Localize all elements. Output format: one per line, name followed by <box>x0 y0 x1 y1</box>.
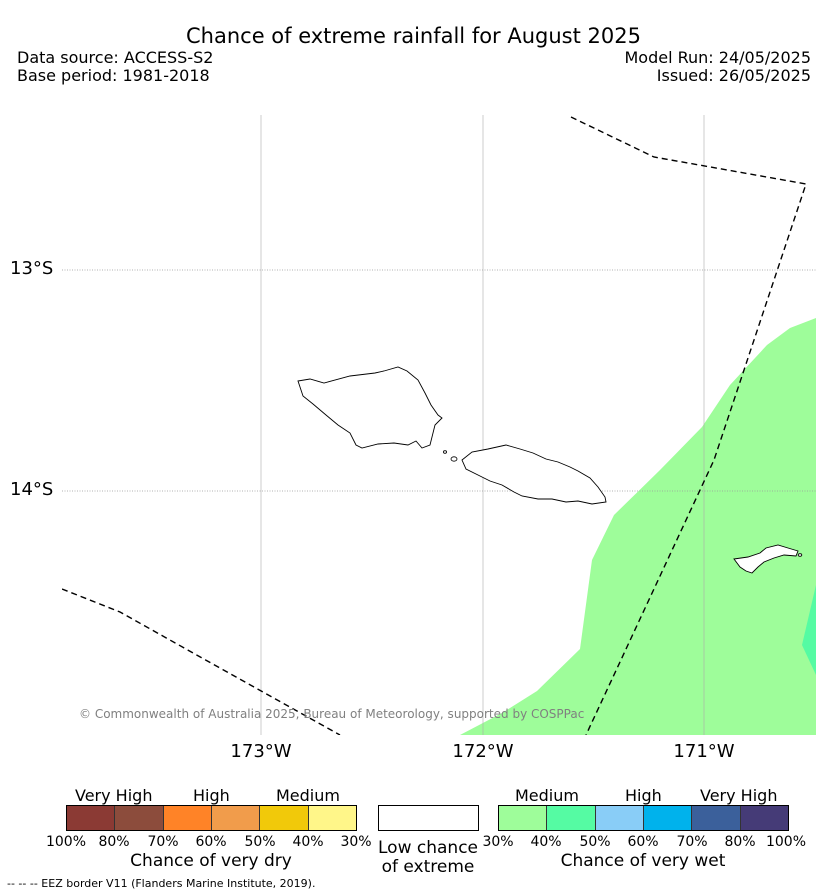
medium-wet-40-region <box>802 585 816 675</box>
wet-tick: 60% <box>627 834 659 850</box>
map-canvas: © Commonwealth of Australia 2025, Bureau… <box>62 115 816 735</box>
wet-tick: 40% <box>530 834 562 850</box>
wet-tick: 50% <box>579 834 611 850</box>
dry-tick: 50% <box>244 834 276 850</box>
dry-colorbar <box>66 805 357 831</box>
copyright-text: © Commonwealth of Australia 2025, Bureau… <box>79 707 584 721</box>
wet-tick: 100% <box>765 834 807 850</box>
wet-category-very-high: Very High <box>700 786 778 805</box>
data-source-label: Data source: ACCESS-S2 <box>17 48 214 67</box>
wet-swatch <box>692 806 741 830</box>
dry-category-medium: Medium <box>276 786 340 805</box>
lon-label-173w: 173°W <box>230 741 292 762</box>
wet-swatch <box>643 806 693 830</box>
wet-category-high: High <box>625 786 662 805</box>
lat-label-14s: 14°S <box>10 479 54 500</box>
model-run-label: Model Run: 24/05/2025 <box>624 48 812 67</box>
wet-tick: 30% <box>482 834 514 850</box>
island-tutuila <box>733 544 799 574</box>
dry-caption: Chance of very dry <box>130 851 292 871</box>
dry-swatch <box>308 806 356 830</box>
wet-swatch <box>595 806 644 830</box>
dry-swatch <box>260 806 309 830</box>
wet-swatch <box>740 806 788 830</box>
dry-tick: 60% <box>195 834 227 850</box>
wet-tick: 80% <box>724 834 756 850</box>
dry-tick: 30% <box>340 834 372 850</box>
wet-swatch <box>547 806 596 830</box>
gridlines <box>62 115 816 735</box>
island-aunuu <box>797 553 803 557</box>
dry-tick: 100% <box>45 834 87 850</box>
wet-caption: Chance of very wet <box>560 851 726 871</box>
island-apolima <box>442 450 447 454</box>
map-title: Chance of extreme rainfall for August 20… <box>186 24 641 48</box>
island-savaii <box>297 366 443 449</box>
dry-tick: 40% <box>292 834 324 850</box>
dry-swatch <box>115 806 164 830</box>
dry-tick: 70% <box>147 834 179 850</box>
dry-swatch <box>211 806 261 830</box>
neutral-caption-line1: Low chance <box>378 838 478 858</box>
eez-border <box>62 116 807 735</box>
island-upolu <box>461 444 607 505</box>
dry-swatch <box>67 806 116 830</box>
dry-swatch <box>163 806 212 830</box>
map-panel: © Commonwealth of Australia 2025, Bureau… <box>62 115 816 735</box>
issued-label: Issued: 26/05/2025 <box>656 66 811 85</box>
medium-wet-region <box>460 318 816 735</box>
lon-label-172w: 172°W <box>452 741 514 762</box>
lat-label-13s: 13°S <box>10 258 54 279</box>
island-manono <box>450 456 458 462</box>
wet-category-medium: Medium <box>515 786 579 805</box>
base-period-label: Base period: 1981-2018 <box>17 66 210 85</box>
dry-category-very-high: Very High <box>75 786 153 805</box>
wet-swatch <box>499 806 548 830</box>
wet-tick: 70% <box>676 834 708 850</box>
neutral-caption-line2: of extreme <box>381 857 475 877</box>
wet-colorbar <box>498 805 789 831</box>
dry-tick: 80% <box>98 834 130 850</box>
neutral-swatch <box>378 805 479 831</box>
dry-category-high: High <box>193 786 230 805</box>
eez-border-note: -- -- -- EEZ border V11 (Flanders Marine… <box>7 877 316 890</box>
lon-label-171w: 171°W <box>673 741 735 762</box>
